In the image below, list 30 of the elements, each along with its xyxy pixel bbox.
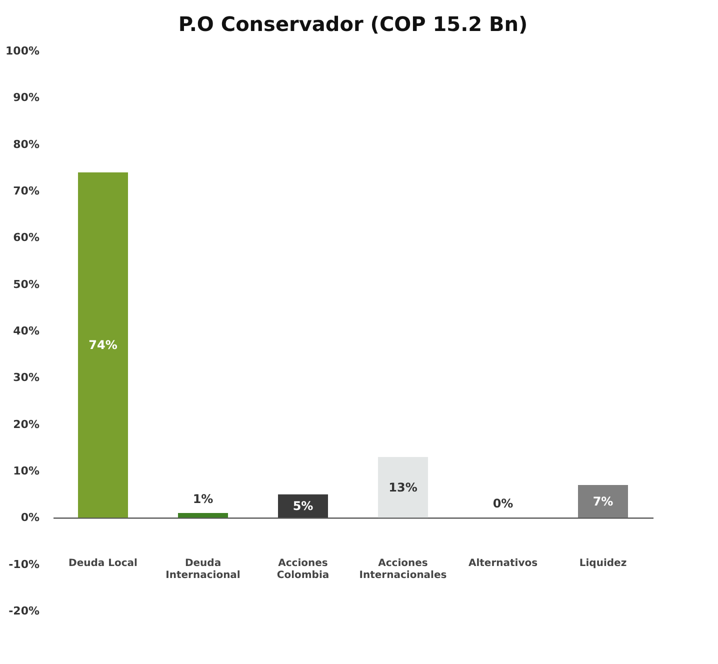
- data-label: 1%: [192, 492, 214, 506]
- x-tick-label: Alternativos: [468, 558, 538, 570]
- y-tick-label: 80%: [13, 138, 40, 151]
- y-tick-label: -20%: [8, 604, 40, 618]
- y-tick-label: -10%: [8, 558, 40, 571]
- y-tick-label: 50%: [13, 278, 40, 291]
- x-tick-label: Acciones Internacionales: [359, 558, 447, 582]
- bar: [578, 485, 628, 518]
- data-label: 74%: [88, 338, 118, 352]
- chart-title: P.O Conservador (COP 15.2 Bn): [178, 12, 528, 36]
- y-tick-label: 90%: [13, 91, 40, 104]
- y-tick-label: 0%: [20, 511, 40, 524]
- y-tick-label: 40%: [13, 324, 40, 338]
- bar: [378, 457, 428, 518]
- y-tick-label: 10%: [13, 464, 40, 478]
- data-label: 5%: [292, 499, 314, 513]
- y-tick-label: 100%: [6, 44, 40, 58]
- bar: [178, 513, 228, 518]
- y-tick-label: 30%: [13, 371, 40, 384]
- x-tick-label: Deuda Local: [68, 558, 138, 570]
- data-label: 13%: [388, 480, 418, 494]
- data-label: 7%: [592, 494, 614, 508]
- y-tick-label: 60%: [13, 231, 40, 244]
- data-label: 0%: [492, 496, 514, 511]
- x-tick-label: Deuda Internacional: [166, 558, 240, 582]
- y-tick-label: 70%: [13, 184, 40, 198]
- x-tick-label: Acciones Colombia: [276, 558, 330, 582]
- bar: [78, 172, 128, 518]
- x-tick-label: Liquidez: [579, 558, 627, 570]
- y-tick-label: 20%: [13, 418, 40, 431]
